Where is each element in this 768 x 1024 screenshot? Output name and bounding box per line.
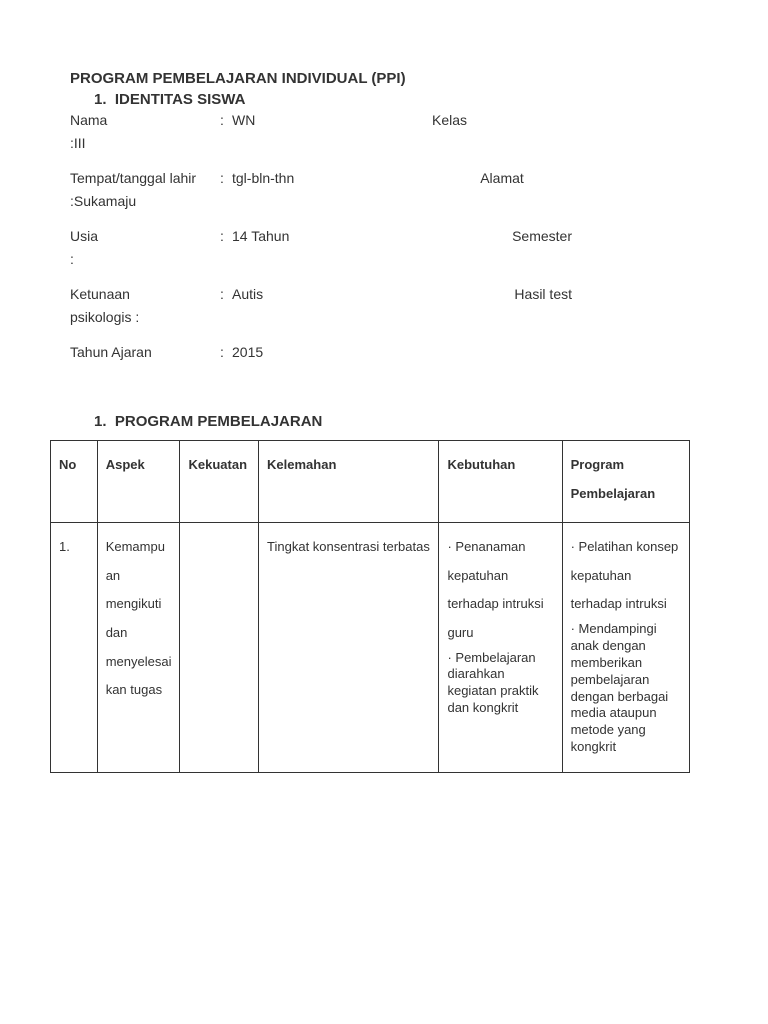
colon: : bbox=[220, 168, 232, 189]
alamat-label: Alamat bbox=[432, 168, 572, 189]
program-table: No Aspek Kekuatan Kelemahan Kebutuhan Pr… bbox=[50, 440, 690, 773]
kelas-value: III bbox=[74, 133, 86, 154]
hasiltest-sub: psikologis : bbox=[70, 307, 139, 328]
tahun-value: 2015 bbox=[232, 342, 432, 363]
table-row: 1. Kemampuan mengikuti dan menyelesaikan… bbox=[51, 523, 690, 773]
cell-no: 1. bbox=[51, 523, 98, 773]
th-kelemahan: Kelemahan bbox=[259, 441, 439, 523]
ketunaan-value: Autis bbox=[232, 284, 432, 305]
kelas-label: Kelas bbox=[432, 110, 572, 131]
ketunaan-label: Ketunaan bbox=[70, 284, 220, 305]
colon: : bbox=[220, 226, 232, 247]
section1-heading: 1. IDENTITAS SISWA bbox=[94, 91, 698, 108]
ttl-value: tgl-bln-thn bbox=[232, 168, 432, 189]
program-item-2: · Mendampingi anak dengan memberikan pem… bbox=[571, 621, 681, 756]
usia-value: 14 Tahun bbox=[232, 226, 432, 247]
cell-aspek: Kemampuan mengikuti dan menyelesaikan tu… bbox=[97, 523, 180, 773]
doc-title: PROGRAM PEMBELAJARAN INDIVIDUAL (PPI) bbox=[70, 70, 698, 87]
identity-block: Nama : WN Kelas : III Tempat/tanggal lah… bbox=[70, 110, 698, 363]
section1-title: IDENTITAS SISWA bbox=[115, 91, 246, 108]
kebutuhan-item-1: · Penanaman kepatuhan terhadap intruksi … bbox=[447, 539, 543, 640]
table-header-row: No Aspek Kekuatan Kelemahan Kebutuhan Pr… bbox=[51, 441, 690, 523]
ttl-label: Tempat/tanggal lahir bbox=[70, 168, 220, 189]
usia-label: Usia bbox=[70, 226, 220, 247]
section2-number: 1. bbox=[94, 413, 107, 430]
colon: : bbox=[220, 284, 232, 305]
program-item-1: · Pelatihan konsep kepatuhan terhadap in… bbox=[571, 539, 679, 611]
th-kekuatan: Kekuatan bbox=[180, 441, 259, 523]
colon: : bbox=[220, 110, 232, 131]
cell-kekuatan bbox=[180, 523, 259, 773]
section1-number: 1. bbox=[94, 91, 107, 108]
alamat-value: Sukamaju bbox=[74, 191, 136, 212]
th-kebutuhan: Kebutuhan bbox=[439, 441, 562, 523]
cell-kebutuhan: · Penanaman kepatuhan terhadap intruksi … bbox=[439, 523, 562, 773]
th-no: No bbox=[51, 441, 98, 523]
semester-prefix: : bbox=[70, 249, 74, 270]
colon: : bbox=[220, 342, 232, 363]
section2-title: PROGRAM PEMBELAJARAN bbox=[115, 413, 323, 430]
tahun-label: Tahun Ajaran bbox=[70, 342, 220, 363]
nama-value: WN bbox=[232, 110, 432, 131]
hasiltest-label: Hasil test bbox=[432, 284, 572, 305]
nama-label: Nama bbox=[70, 110, 220, 131]
section2-heading: 1. PROGRAM PEMBELAJARAN bbox=[94, 413, 698, 430]
th-program: Program Pembelajaran bbox=[562, 441, 689, 523]
semester-label: Semester bbox=[432, 226, 572, 247]
cell-kelemahan: Tingkat konsentrasi terbatas bbox=[259, 523, 439, 773]
cell-program: · Pelatihan konsep kepatuhan terhadap in… bbox=[562, 523, 689, 773]
kebutuhan-item-2: · Pembelajaran diarahkan kegiatan prakti… bbox=[447, 650, 553, 718]
th-aspek: Aspek bbox=[97, 441, 180, 523]
